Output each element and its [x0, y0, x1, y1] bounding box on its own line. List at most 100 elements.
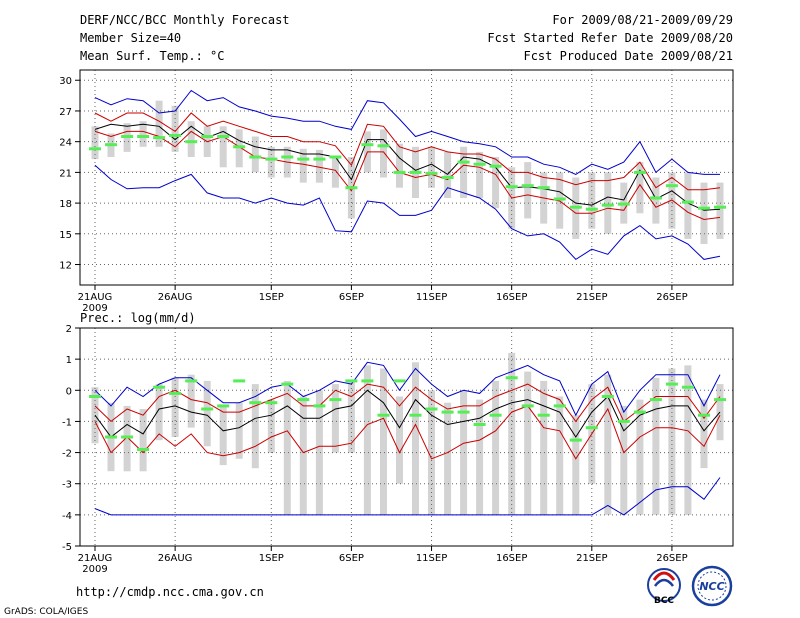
x-tick-label: 16SEP — [496, 292, 527, 303]
x-tick-label: 26AUG — [158, 292, 193, 303]
ensemble-marker — [201, 407, 214, 411]
ensemble-marker — [489, 164, 502, 168]
ensemble-box — [315, 149, 323, 183]
x-year-label: 2009 — [82, 564, 107, 575]
ensemble-box — [460, 146, 468, 198]
ensemble-marker — [313, 404, 326, 408]
ensemble-box — [219, 405, 227, 466]
ensemble-box — [251, 384, 259, 469]
ensemble-marker — [681, 385, 694, 389]
y-tick-label: 0 — [66, 386, 72, 397]
ensemble-box — [299, 148, 307, 183]
y-tick-label: 27 — [59, 107, 72, 118]
ensemble-marker — [105, 435, 117, 439]
x-tick-label: 16SEP — [496, 553, 527, 564]
ensemble-box — [684, 365, 692, 515]
plot-frame — [79, 69, 734, 286]
source-url[interactable]: http://cmdp.ncc.cma.gov.cn — [76, 585, 264, 599]
ensemble-marker — [249, 155, 262, 159]
ensemble-box — [363, 365, 371, 515]
x-tick-label: 6SEP — [339, 292, 364, 303]
x-tick-label: 11SEP — [416, 553, 447, 564]
ensemble-box — [299, 396, 307, 515]
ensemble-box — [139, 409, 147, 472]
ensemble-marker — [361, 379, 374, 383]
ensemble-box — [636, 399, 644, 515]
ensemble-marker — [153, 385, 166, 389]
ensemble-box — [524, 371, 532, 515]
ensemble-marker — [137, 135, 150, 138]
y-tick-label: 15 — [59, 230, 72, 241]
ensemble-marker — [393, 170, 406, 174]
ensemble-box — [652, 377, 660, 515]
upper-line — [94, 383, 721, 423]
x-tick-label: 26AUG — [158, 553, 193, 564]
ensemble-marker — [281, 382, 294, 386]
mean-line — [94, 123, 721, 211]
ensemble-marker — [505, 376, 518, 380]
x-tick-label: 11SEP — [416, 292, 447, 303]
ensemble-box — [604, 172, 612, 234]
ensemble-marker — [329, 398, 342, 402]
ensemble-box — [668, 368, 676, 515]
min-line — [94, 164, 721, 261]
ensemble-box — [700, 399, 708, 469]
ensemble-box — [315, 390, 323, 515]
variable-label: Mean Surf. Temp.: °C — [80, 49, 225, 63]
ensemble-marker — [201, 135, 214, 138]
ensemble-marker — [441, 410, 454, 414]
forecast-period: For 2009/08/21-2009/09/29 — [552, 13, 733, 27]
bcc-logo: BCC — [647, 568, 681, 606]
ensemble-box — [187, 121, 195, 157]
ensemble-box — [716, 182, 724, 239]
ensemble-marker — [89, 395, 101, 398]
ensemble-marker — [185, 140, 198, 144]
ensemble-marker — [313, 157, 326, 161]
ensemble-marker — [297, 398, 310, 402]
ensemble-marker — [249, 401, 262, 405]
y-tick-label: 1 — [66, 355, 72, 366]
ensemble-box — [187, 374, 195, 428]
ensemble-marker — [665, 184, 678, 188]
ensemble-marker — [121, 135, 134, 138]
ensemble-marker — [505, 185, 518, 189]
ensemble-marker — [698, 413, 710, 417]
ensemble-box — [636, 162, 644, 214]
ensemble-box — [700, 182, 708, 244]
ensemble-box — [139, 121, 147, 147]
ensemble-marker — [217, 404, 230, 408]
ensemble-box — [428, 146, 435, 188]
ensemble-marker — [553, 404, 566, 408]
ensemble-box — [556, 396, 564, 515]
ensemble-marker — [169, 134, 182, 137]
ensemble-box — [235, 402, 243, 459]
ensemble-box — [380, 368, 387, 515]
member-size: Member Size=40 — [80, 31, 181, 45]
ensemble-marker — [425, 407, 438, 411]
ensemble-box — [155, 384, 163, 441]
ensemble-marker — [553, 197, 566, 201]
x-tick-label: 26SEP — [656, 292, 687, 303]
ensemble-marker — [569, 438, 582, 442]
ensemble-marker — [521, 184, 534, 188]
max-line — [94, 89, 720, 175]
ensemble-box — [331, 384, 339, 453]
ensemble-marker — [233, 145, 246, 149]
ensemble-marker — [457, 410, 470, 414]
ensemble-marker — [89, 147, 101, 151]
ensemble-box — [460, 390, 468, 515]
ensemble-marker — [169, 391, 182, 395]
y-tick-label: 24 — [59, 138, 72, 149]
ensemble-marker — [714, 205, 726, 209]
min-line — [94, 477, 721, 516]
x-year-label: 2009 — [82, 303, 107, 314]
y-tick-label: -4 — [62, 511, 72, 522]
ensemble-box — [684, 172, 692, 239]
ensemble-box — [380, 129, 387, 178]
bcc-logo-text: BCC — [654, 596, 674, 606]
grads-credit: GrADS: COLA/IGES — [4, 607, 88, 617]
precip-variable-label: Prec.: log(mm/d) — [80, 311, 196, 325]
ensemble-marker — [473, 423, 486, 426]
x-tick-label: 1SEP — [259, 553, 284, 564]
ensemble-box — [331, 157, 339, 188]
